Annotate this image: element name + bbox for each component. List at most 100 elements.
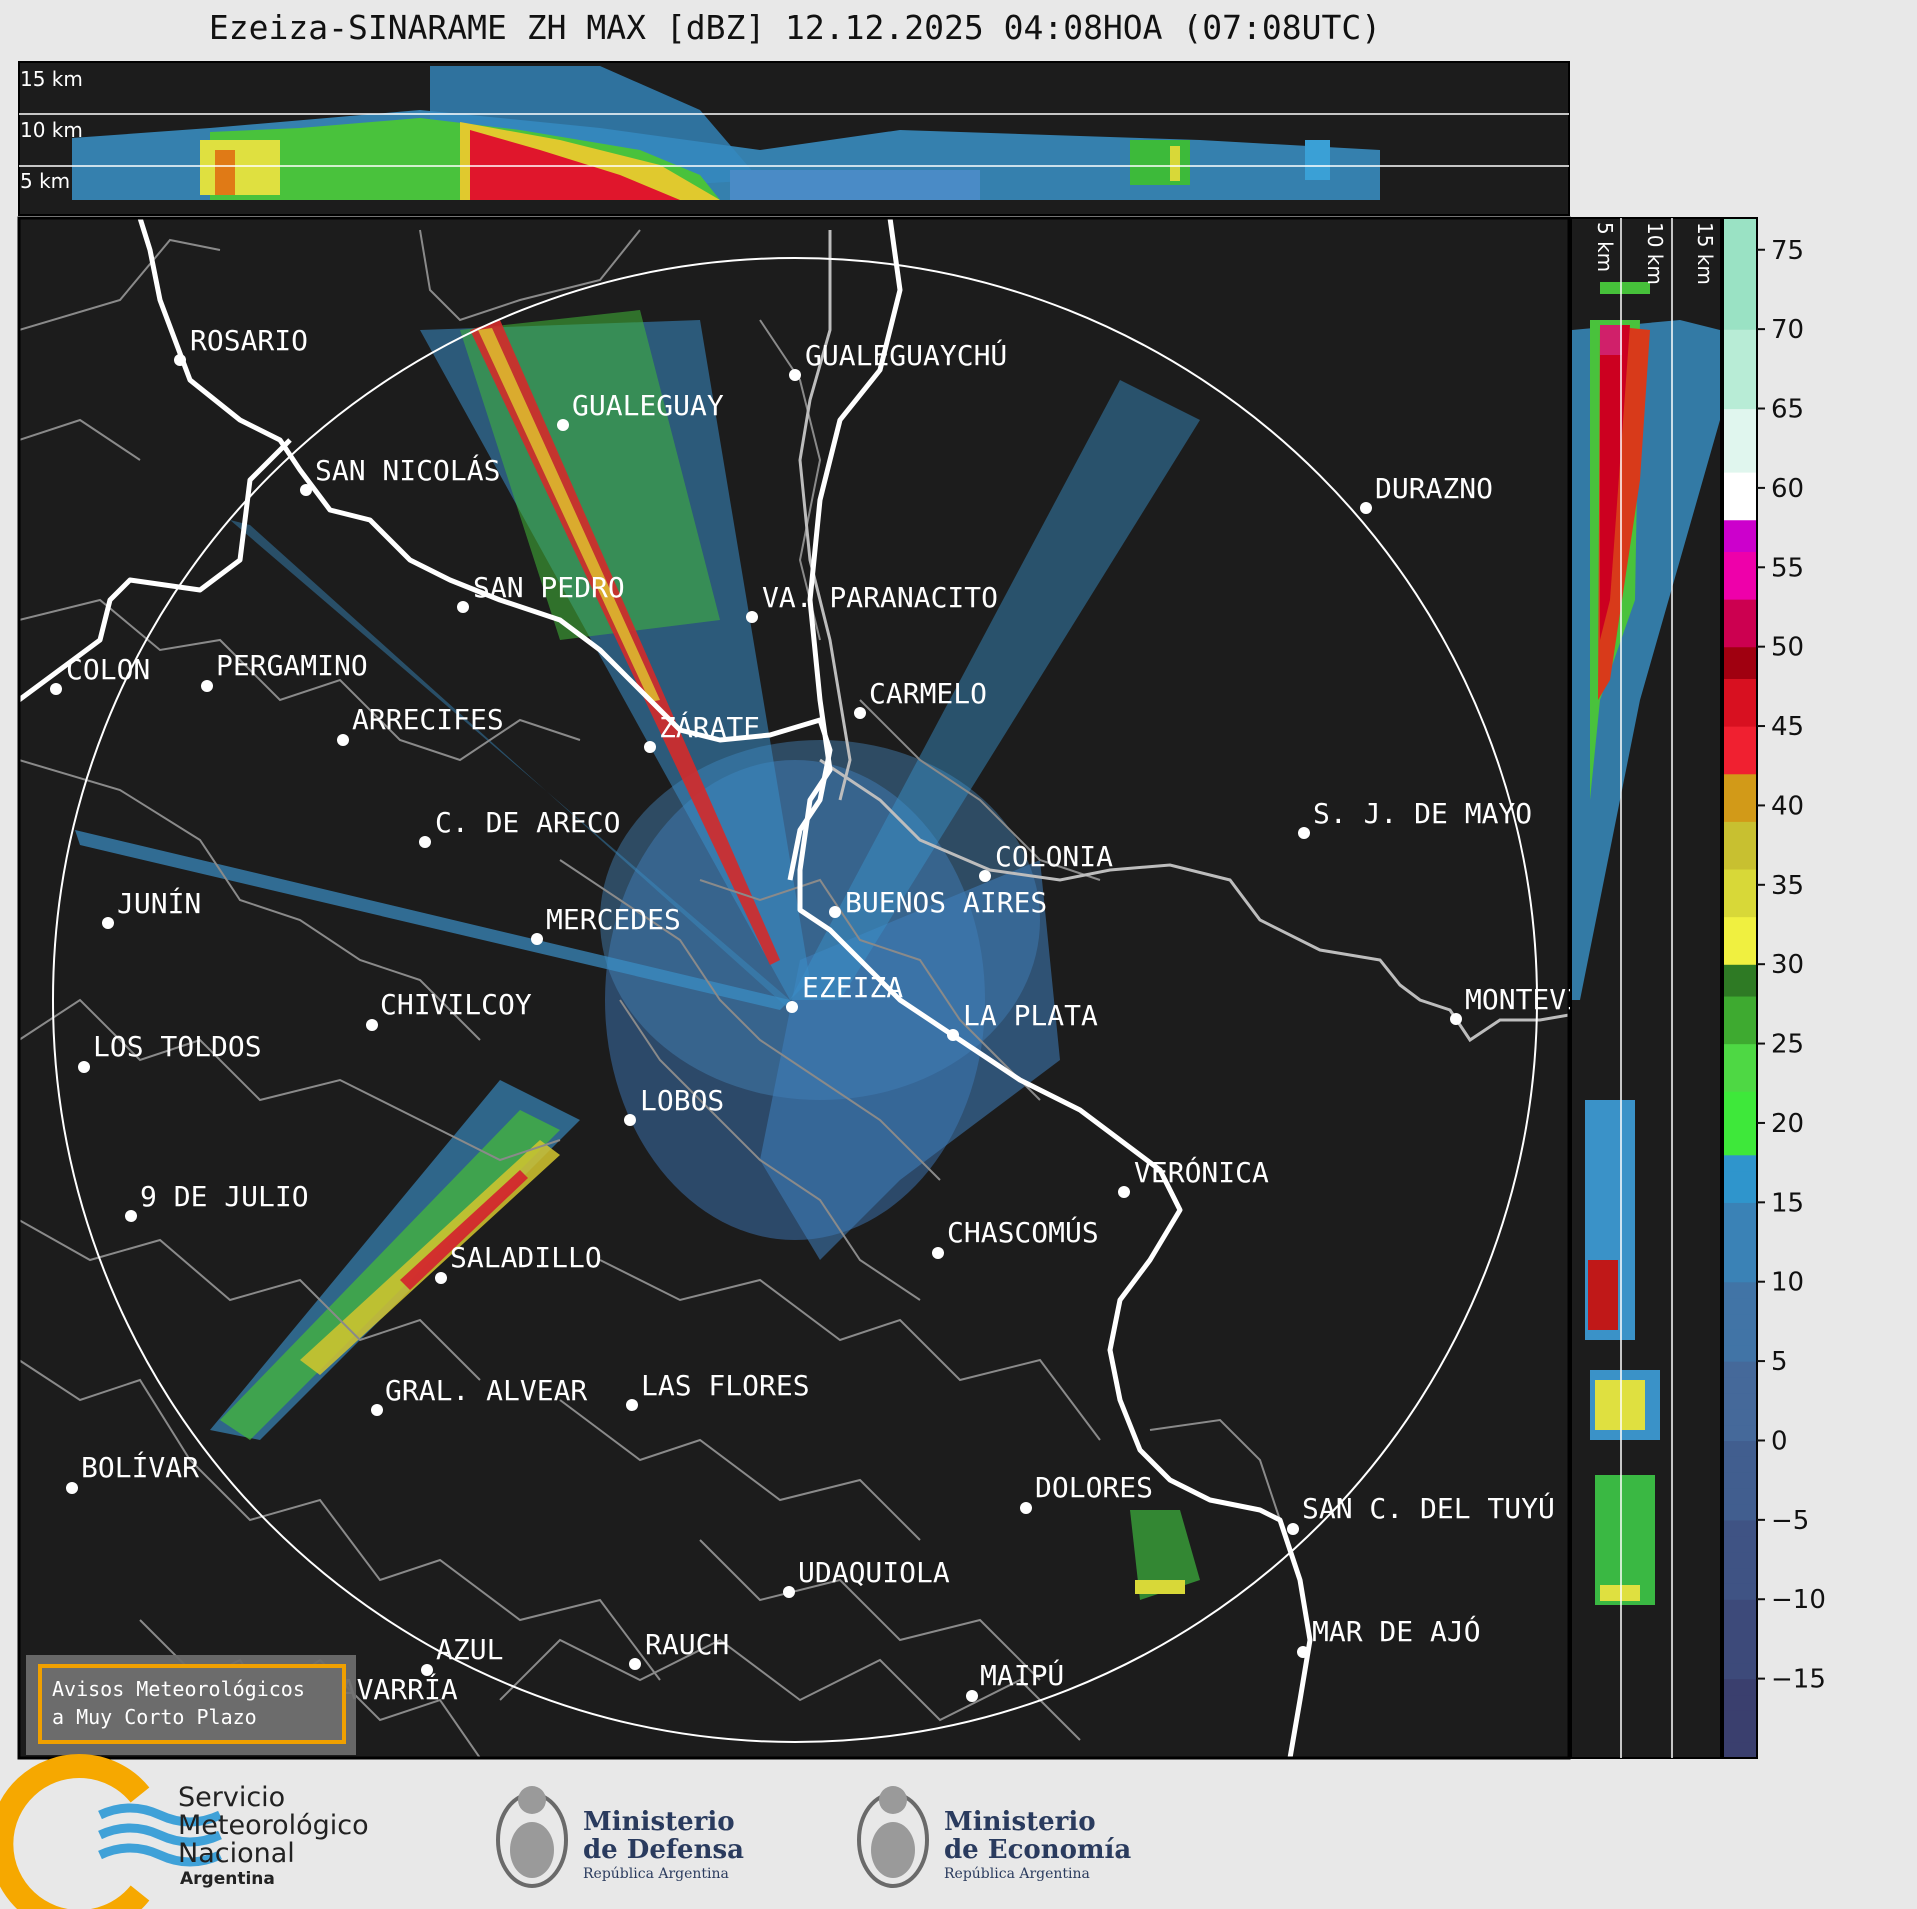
city-9-de-julio: 9 DE JULIO [125,1180,309,1222]
administrative-borders [19,229,1281,1758]
city-arrecifes: ARRECIFES [337,703,504,746]
city-gualeguay: GUALEGUAY [557,389,724,431]
colorbar-tick-label: −15 [1771,1665,1826,1695]
colorbar-band [1723,408,1757,425]
city-label: SALADILLO [450,1241,602,1274]
defensa-line3: República Argentina [583,1866,729,1882]
colorbar-band [1723,1615,1757,1632]
range-ring [52,257,1538,1743]
city-label: JUNÍN [117,886,201,920]
economia-line2: de Economía [944,1835,1131,1865]
colorbar-band [1723,1075,1757,1092]
city-label: COLONIA [995,840,1113,873]
city-c-de-areco: C. DE ARECO [419,806,620,848]
city-label: LA PLATA [963,999,1098,1032]
city-label: LAS FLORES [641,1369,810,1402]
colorbar-band [1723,710,1757,727]
colorbar-band [1723,1519,1757,1537]
colorbar-band [1723,1107,1757,1124]
city-label: LOBOS [640,1084,724,1117]
city-label: MAR DE AJÓ [1312,1614,1481,1648]
colorbar-band [1723,1456,1757,1473]
city-carmelo: CARMELO [854,677,987,719]
colorbar-band [1723,853,1757,870]
city-mar-de-ajo: MAR DE AJÓ [1297,1614,1481,1658]
city-dolores: DOLORES [1020,1471,1153,1514]
city-zarate: ZÁRATE [644,710,760,753]
city-las-flores: LAS FLORES [626,1369,810,1411]
city-montevideo: MONTEVIDEO [1450,983,1571,1025]
colorbar-band [1723,1027,1757,1045]
colorbar-band [1723,805,1757,822]
top-height-label-10: 10 km [20,118,83,142]
city-label: C. DE ARECO [435,806,620,839]
city-buenos-aires: BUENOS AIRES [829,886,1047,919]
smn-line1: Servicio [178,1782,285,1813]
page-title: Ezeiza-SINARAME ZH MAX [dBZ] 12.12.2025 … [208,8,1382,47]
colorbar-band [1723,1297,1757,1315]
colorbar-band [1723,821,1757,838]
warning-box-line1: Avisos Meteorológicos [52,1677,305,1701]
smn-line2: Meteorológico [178,1810,369,1841]
colorbar-band [1723,1535,1757,1553]
city-label: EZEIZA [802,971,903,1004]
colorbar-band [1723,599,1757,616]
colorbar-band [1723,678,1757,695]
defensa-logo: Ministerio de Defensa República Argentin… [496,1786,744,1888]
colorbar-band [1723,948,1757,965]
colorbar-band [1723,1154,1757,1172]
colorbar-band [1723,726,1757,743]
colorbar-band [1723,614,1757,632]
economia-line3: República Argentina [944,1866,1090,1882]
colorbar-band [1723,932,1757,949]
uruguay-river [798,230,852,801]
colorbar-band [1723,868,1757,886]
colorbar-band [1723,345,1757,362]
city-label: AZUL [436,1633,503,1666]
colorbar-band [1723,1726,1757,1743]
coastline [19,218,1313,1758]
city-label: 9 DE JULIO [140,1180,309,1213]
city-label: S. J. DE MAYO [1313,797,1532,830]
colorbar-band [1723,1630,1757,1648]
colorbar-band [1723,297,1757,314]
colorbar-band [1723,535,1757,553]
colorbar-band [1723,503,1757,521]
colorbar-band [1723,1503,1757,1521]
city-label: ZÁRATE [659,710,760,744]
colorbar-band [1723,424,1757,441]
city-label: COLON [66,653,150,686]
colorbar-band [1723,646,1757,664]
colorbar-band [1723,1249,1757,1267]
colorbar-band [1723,789,1757,807]
colorbar-band [1723,630,1757,648]
colorbar-band [1723,1313,1757,1330]
colorbar-tick-label: 40 [1771,791,1804,821]
colorbar-band [1723,487,1757,505]
colorbar-tick-label: 0 [1771,1426,1788,1456]
colorbar-band [1723,1710,1757,1727]
colorbar-band [1723,1583,1757,1600]
colorbar-band [1723,1186,1757,1203]
colorbar-band [1723,583,1757,600]
city-label: BUENOS AIRES [845,886,1047,919]
colorbar-band [1723,662,1757,680]
city-label: GUALEGUAY [572,389,724,422]
colorbar-band [1723,472,1757,489]
top-height-label-5: 5 km [20,169,70,193]
side-height-label-5: 5 km [1593,222,1617,272]
colorbar-band [1723,1376,1757,1394]
city-la-plata: LA PLATA [947,999,1098,1041]
colorbar-band [1723,1424,1757,1442]
top-height-panel: 15 km 10 km 5 km [18,61,1570,216]
colorbar-band [1723,1440,1757,1457]
colorbar-tick-label: 35 [1771,871,1804,901]
city-durazno: DURAZNO [1360,472,1493,514]
warning-box[interactable]: Avisos Meteorológicos a Muy Corto Plazo [26,1655,356,1755]
colorbar-band [1723,360,1757,378]
top-height-label-15: 15 km [20,67,83,91]
colorbar-band [1723,551,1757,568]
colorbar-band [1723,456,1757,473]
colorbar-band [1723,313,1757,330]
defensa-line2: de Defensa [583,1835,744,1865]
